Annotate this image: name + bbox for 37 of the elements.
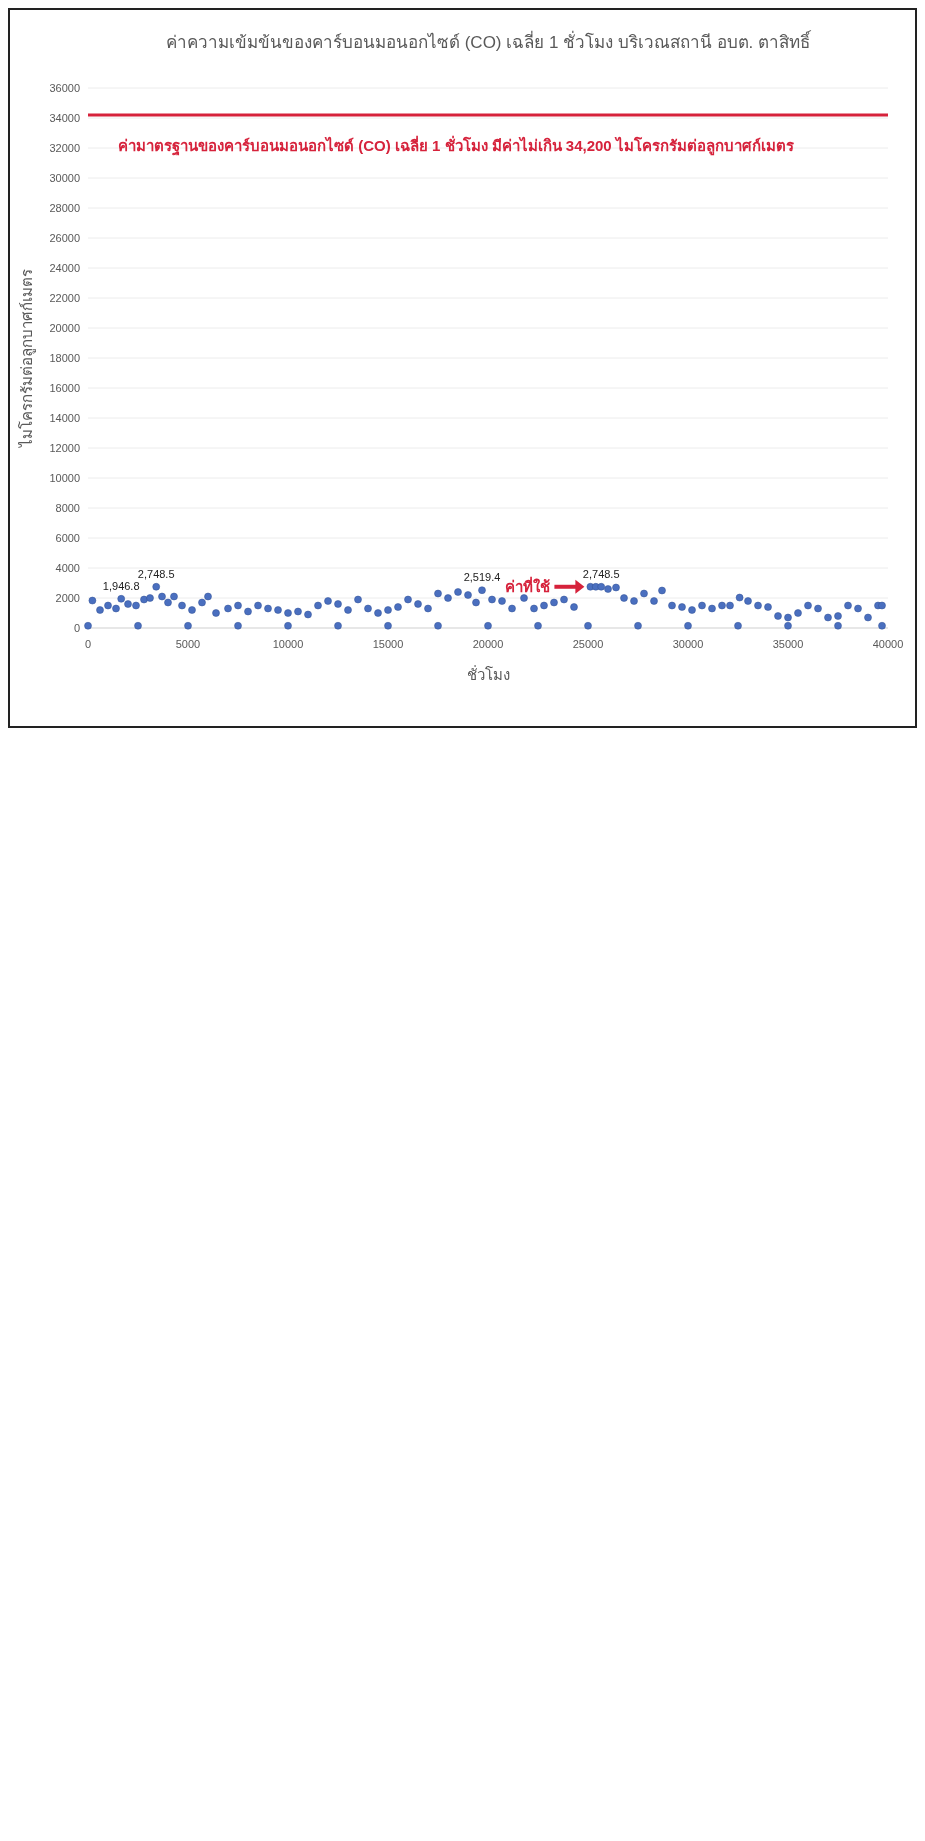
data-label: 1,946.8 — [102, 579, 140, 592]
y-tick-label: 28000 — [49, 201, 80, 214]
y-tick-label: 6000 — [55, 531, 80, 544]
y-tick-label: 8000 — [55, 501, 80, 514]
x-tick-label: 5000 — [175, 638, 201, 650]
x-tick-label: 0 — [84, 638, 92, 650]
data-label: 2,748.5 — [582, 567, 620, 580]
y-tick-label: 36000 — [49, 81, 80, 94]
x-tick-label: 40000 — [872, 638, 904, 650]
x-tick-label: 10000 — [272, 638, 304, 650]
x-axis-title: ชั่วโมง — [466, 664, 510, 683]
y-tick-label: 10000 — [49, 471, 80, 484]
chart-title: ค่าความเข้มข้นของคาร์บอนมอนอกไซด์ (CO) เฉลี่ย 1 ชั่วโมง บริเวณสถานี อบต. ตาสิทธิ์ — [165, 30, 813, 52]
ref-line-label: ค่ามาตรฐานของคาร์บอนมอนอกไซด์ (CO) เฉลี่ย 1 ชั่วโมง มีค่าไม่เกิน 34,200 ไมโครกรัมต่อลูกบาศก์เมตร — [118, 135, 795, 156]
x-tick-label: 15000 — [372, 638, 404, 650]
x-tick-label: 25000 — [572, 638, 604, 650]
y-tick-label: 16000 — [49, 381, 80, 394]
data-label: 2,519.4 — [463, 571, 501, 584]
y-tick-label: 34000 — [49, 111, 80, 124]
y-tick-label: 32000 — [49, 141, 80, 154]
y-tick-label: 20000 — [49, 321, 80, 334]
y-tick-label: 12000 — [49, 441, 80, 454]
x-tick-label: 30000 — [672, 638, 704, 650]
y-tick-label: 2000 — [55, 591, 80, 604]
y-tick-label: 14000 — [49, 411, 80, 424]
y-axis-title: ไมโครกรัมต่อลูกบาศก์เมตร — [18, 269, 36, 448]
y-tick-label: 18000 — [49, 351, 80, 364]
x-tick-label: 20000 — [472, 638, 504, 650]
y-tick-label: 22000 — [49, 291, 80, 304]
y-tick-label: 0 — [73, 621, 80, 634]
data-label: 2,748.5 — [137, 567, 175, 580]
annotation: ค่าที่ใช้ — [505, 576, 551, 596]
y-tick-label: 26000 — [49, 231, 80, 244]
x-tick-label: 35000 — [772, 638, 804, 650]
y-tick-label: 4000 — [55, 561, 80, 574]
y-tick-label: 24000 — [49, 261, 80, 274]
y-tick-label: 30000 — [49, 171, 80, 184]
